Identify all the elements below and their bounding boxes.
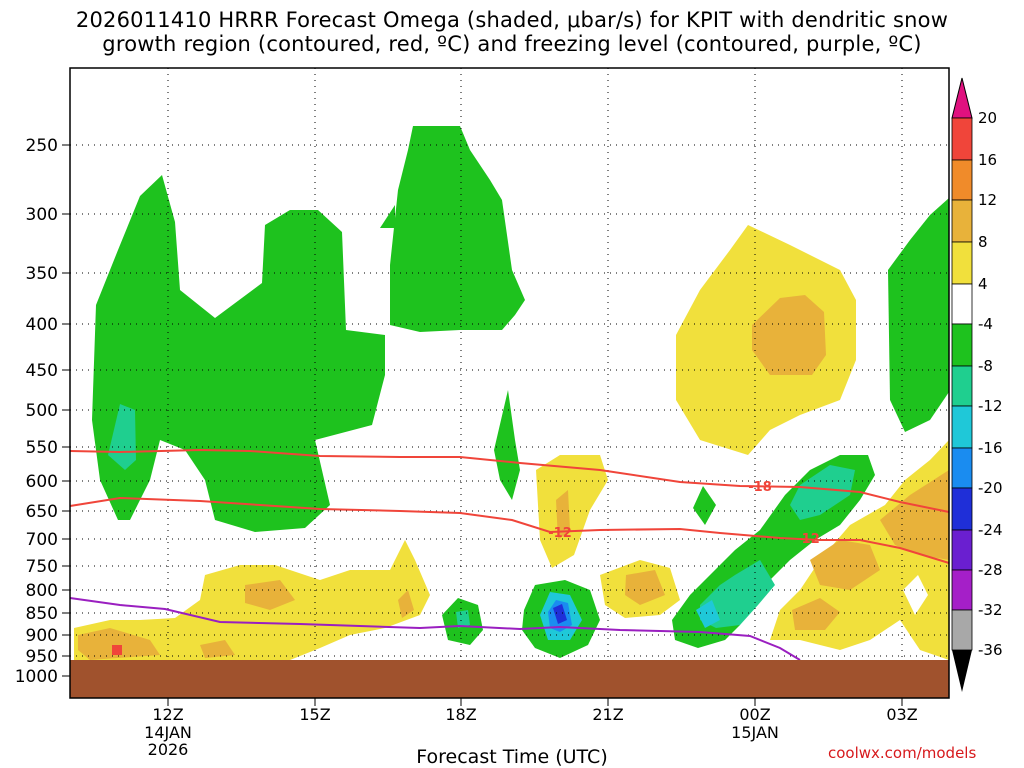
x-tick-12z: 12Z (152, 705, 183, 724)
orange-region-7 (625, 570, 665, 605)
green-region-5 (888, 198, 949, 432)
x-tick-12z-date: 14JAN (144, 723, 192, 742)
x-tick-12z-year: 2026 (148, 740, 189, 759)
chart-title-line-2: growth region (contoured, red, ºC) and f… (102, 32, 922, 56)
green-region-6 (693, 486, 716, 525)
colorbar-seg-m36-m32 (951, 609, 973, 651)
colorbar-label-16: 16 (978, 151, 997, 169)
y-tick-850: 850 (26, 604, 58, 624)
y-tick-750: 750 (26, 557, 58, 577)
orange-region-5 (398, 590, 414, 618)
orange-region-2 (556, 490, 570, 540)
colorbar-seg-4-8 (951, 241, 973, 285)
colorbar-label-m20: -20 (978, 479, 1003, 497)
x-tick-21z: 21Z (592, 705, 623, 724)
teal-region-3 (700, 560, 775, 628)
colorbar-top-arrow (951, 77, 973, 119)
cyan-region-2 (696, 600, 720, 628)
colorbar-label-12: 12 (978, 191, 997, 209)
yellow-region-2 (536, 455, 608, 568)
colorbar-label-m16: -16 (978, 439, 1003, 457)
orange-region-6 (200, 640, 235, 658)
colorbar-bottom-arrow (952, 650, 972, 692)
chart-title-line-1: 2026011410 HRRR Forecast Omega (shaded, … (75, 8, 949, 32)
x-tick-18z: 18Z (445, 705, 476, 724)
green-region-1 (92, 175, 385, 532)
colorbar-seg-m32-m28 (951, 569, 973, 611)
contour-label-2: -12 (796, 532, 820, 547)
y-tick-800: 800 (26, 581, 58, 601)
orange-region-10 (792, 598, 840, 630)
x-axis: 12Z 14JAN 2026 15Z 18Z 21Z 00Z 15JAN 03Z (144, 698, 918, 759)
colorbar-label-m8: -8 (978, 357, 993, 375)
x-tick-00z-date: 15JAN (731, 723, 779, 742)
colorbar-label-m28: -28 (978, 561, 1003, 579)
colorbar-seg-m16-m12 (951, 405, 973, 449)
freezing-level-contour (69, 597, 801, 661)
colorbar-seg-m20-m16 (951, 447, 973, 489)
y-tick-700: 700 (26, 530, 58, 550)
colorbar-label-20: 20 (978, 109, 997, 127)
colorbar-seg-m12-m8 (951, 365, 973, 407)
y-tick-950: 950 (26, 647, 58, 667)
y-axis: 250 300 350 400 450 500 550 600 650 700 … (15, 136, 70, 687)
y-tick-1000: 1000 (15, 667, 58, 687)
colorbar-seg-12-16 (951, 159, 973, 201)
colorbar-label-4: 4 (978, 275, 988, 293)
y-tick-450: 450 (26, 361, 58, 381)
y-tick-550: 550 (26, 438, 58, 458)
green-region-2 (390, 126, 525, 332)
y-tick-600: 600 (26, 472, 58, 492)
y-tick-250: 250 (26, 136, 58, 156)
red-spot-1 (112, 645, 122, 655)
colorbar-seg-m4-4 (951, 283, 973, 325)
contour-label-3: -18 (748, 480, 772, 495)
y-tick-500: 500 (26, 401, 58, 421)
omega-shading (74, 126, 949, 660)
colorbar: 20 16 12 8 4 -4 -8 -12 -16 -20 -24 -28 -… (951, 77, 1003, 692)
green-region-4 (494, 390, 520, 500)
colorbar-seg-m8-m4 (951, 323, 973, 367)
teal-region-1 (108, 404, 136, 470)
colorbar-seg-m28-m24 (951, 529, 973, 571)
x-tick-03z: 03Z (886, 705, 917, 724)
x-tick-00z: 00Z (739, 705, 770, 724)
orange-region-3 (78, 628, 160, 660)
teal-region-4 (790, 465, 855, 520)
ground-fill (70, 660, 949, 698)
y-tick-400: 400 (26, 315, 58, 335)
dgz-contour-minus18 (69, 448, 950, 513)
y-tick-350: 350 (26, 264, 58, 284)
teal-region-2 (456, 610, 470, 628)
contour-label-1: -12 (548, 526, 572, 541)
plot-frame (69, 67, 950, 699)
x-tick-15z: 15Z (299, 705, 330, 724)
dgz-contour-minus12 (69, 496, 950, 564)
orange-region-9 (810, 540, 880, 590)
darkblue-region-1 (553, 604, 567, 624)
white-hole-1 (903, 575, 928, 615)
dgz-contours (69, 448, 950, 564)
orange-region-1 (752, 295, 826, 375)
footer-url[interactable]: coolwx.com/models (828, 744, 977, 762)
y-tick-900: 900 (26, 626, 58, 646)
dgz-contour-labels: -12 -12 -18 (548, 480, 820, 547)
colorbar-label-m4: -4 (978, 315, 993, 333)
colorbar-seg-8-12 (951, 199, 973, 243)
colorbar-label-m32: -32 (978, 601, 1003, 619)
colorbar-label-m36: -36 (978, 641, 1003, 659)
y-tick-300: 300 (26, 205, 58, 225)
colorbar-label-m24: -24 (978, 521, 1003, 539)
y-tick-650: 650 (26, 502, 58, 522)
x-axis-title: Forecast Time (UTC) (416, 746, 608, 768)
colorbar-seg-m24-m20 (951, 487, 973, 531)
colorbar-label-m12: -12 (978, 397, 1003, 415)
orange-region-8 (880, 470, 949, 560)
green-region-3 (380, 205, 395, 228)
colorbar-seg-16-20 (951, 117, 973, 161)
orange-region-4 (245, 580, 295, 610)
colorbar-label-8: 8 (978, 233, 988, 251)
